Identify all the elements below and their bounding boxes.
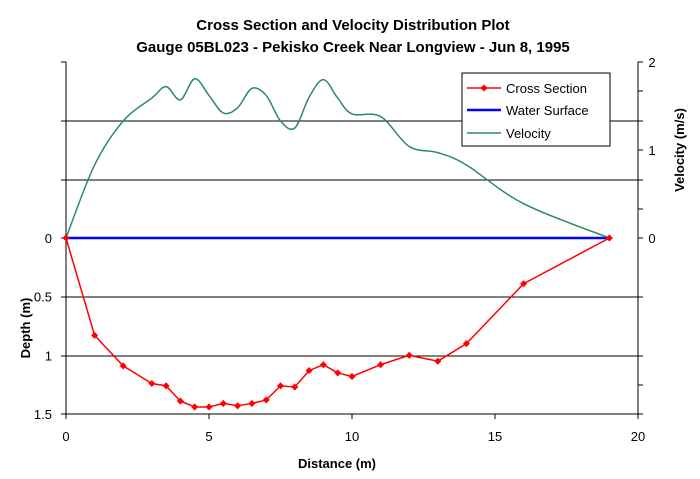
cross-section-point xyxy=(605,234,613,242)
x-axis-ticks: 0 5 10 15 20 xyxy=(62,414,645,444)
cross-section-point xyxy=(276,382,285,390)
cross-section-point xyxy=(305,367,313,375)
cross-section-point xyxy=(191,403,199,411)
cross-section-point xyxy=(262,396,270,404)
depth-axis-label: Depth (m) xyxy=(18,298,33,359)
series-velocity xyxy=(65,77,610,239)
cross-section-point xyxy=(520,280,528,288)
legend-marker-cross-section xyxy=(480,84,488,92)
velocity-tick-label: 2 xyxy=(648,55,655,70)
cross-section-point xyxy=(119,362,127,370)
velocity-axis-ticks: 0 1 2 xyxy=(638,55,656,415)
cross-section-point xyxy=(291,383,299,391)
cross-section-point xyxy=(219,399,227,407)
depth-tick-label: 1 xyxy=(45,348,52,363)
velocity-tick-label: 1 xyxy=(648,143,655,158)
cross-section-point xyxy=(176,397,184,405)
x-tick-label: 5 xyxy=(205,429,212,444)
cross-section-point xyxy=(319,361,327,369)
chart-title: Cross Section and Velocity Distribution … xyxy=(196,17,509,34)
cross-section-point xyxy=(205,403,213,411)
cross-section-point xyxy=(62,234,70,242)
cross-section-point xyxy=(162,382,170,390)
depth-tick-label: 0.5 xyxy=(34,290,52,305)
cross-section-point xyxy=(462,340,470,348)
x-axis-label: Distance (m) xyxy=(298,456,376,471)
velocity-axis-label: Velocity (m/s) xyxy=(672,108,687,192)
cross-section-point xyxy=(405,351,413,359)
depth-tick-label: 1.5 xyxy=(34,407,52,422)
cross-section-point xyxy=(377,361,385,369)
legend: Cross Section Water Surface Velocity xyxy=(461,72,611,147)
legend-label-water-surface: Water Surface xyxy=(506,103,589,118)
cross-section-point xyxy=(334,369,342,377)
legend-label-cross-section: Cross Section xyxy=(506,81,587,96)
cross-section-point xyxy=(248,399,256,407)
cross-section-point xyxy=(434,357,442,365)
cross-section-point xyxy=(148,379,156,388)
x-tick-label: 20 xyxy=(631,429,645,444)
x-tick-label: 10 xyxy=(345,429,359,444)
cross-section-point xyxy=(234,402,242,410)
cross-section-point xyxy=(91,331,99,339)
x-tick-label: 15 xyxy=(488,429,502,444)
depth-axis-ticks: 0 0.5 1 1.5 xyxy=(34,61,66,422)
x-tick-label: 0 xyxy=(62,429,69,444)
legend-label-velocity: Velocity xyxy=(506,126,551,141)
velocity-tick-label: 0 xyxy=(648,231,655,246)
depth-tick-label: 0 xyxy=(45,231,52,246)
chart-subtitle: Gauge 05BL023 - Pekisko Creek Near Longv… xyxy=(136,39,570,56)
plot-area xyxy=(62,77,613,411)
series-cross-section xyxy=(65,237,610,408)
cross-section-point xyxy=(348,372,356,380)
